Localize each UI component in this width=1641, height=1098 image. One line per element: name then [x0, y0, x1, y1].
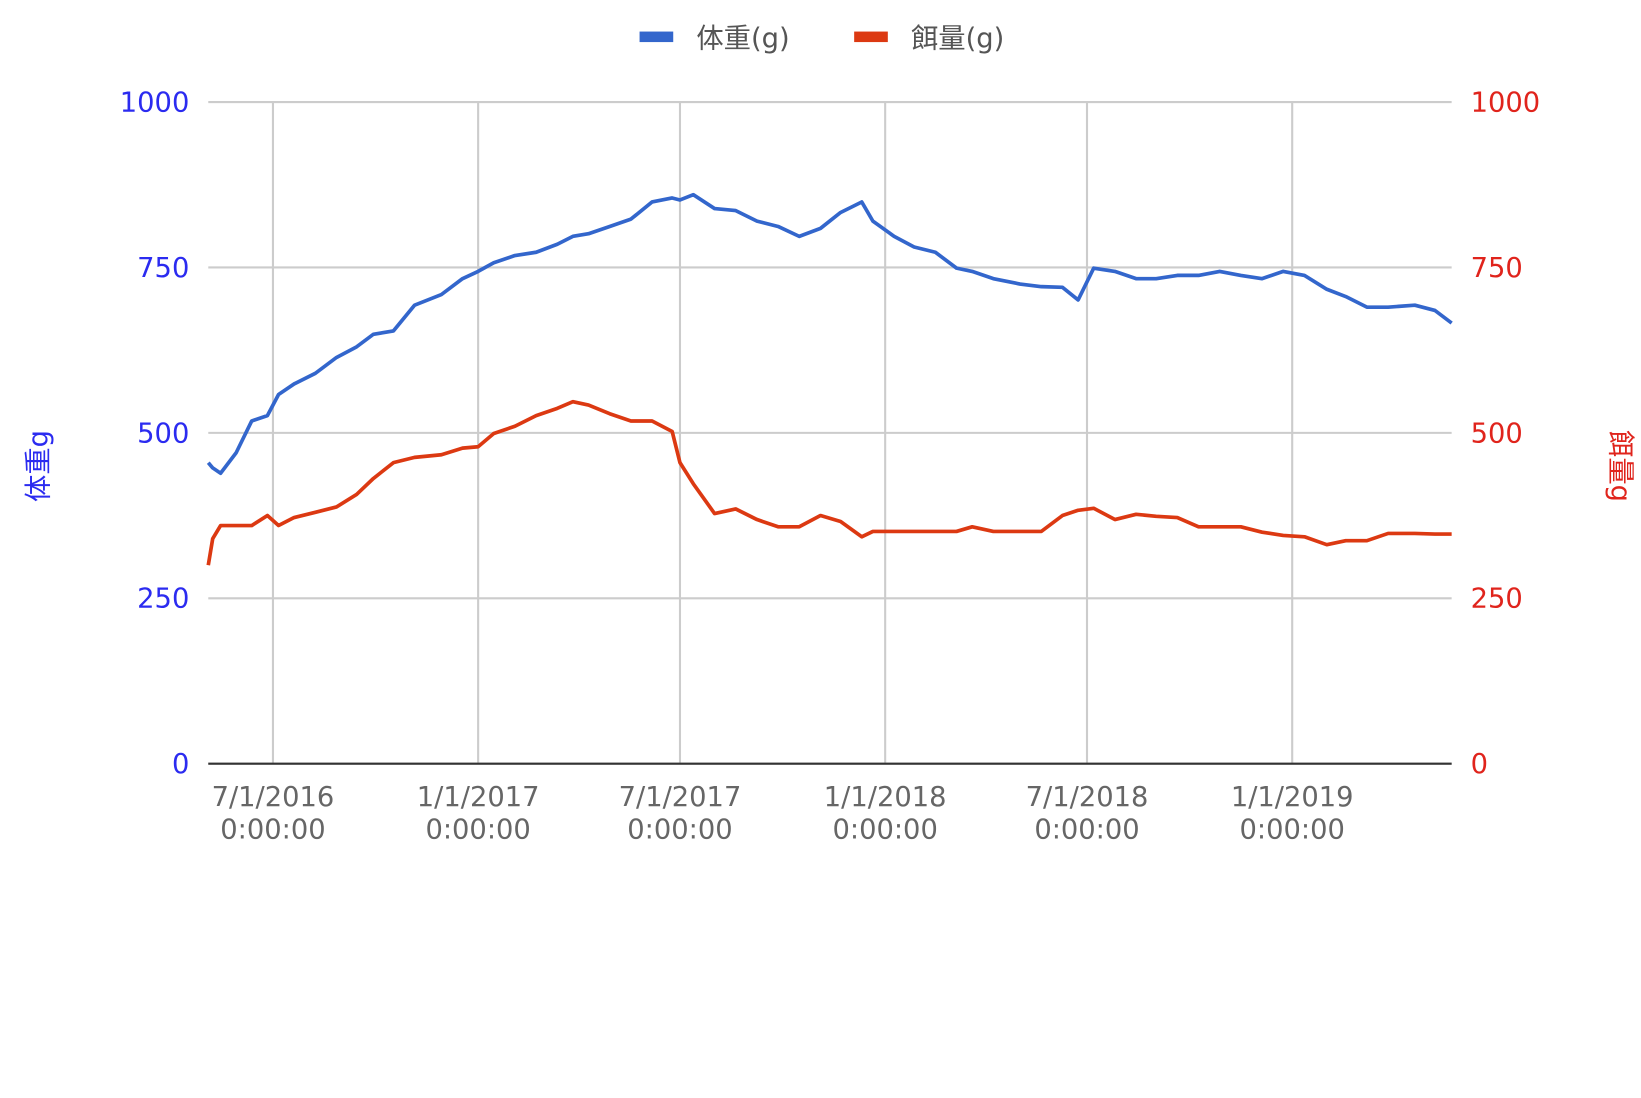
- y-tick-label: 0: [172, 749, 189, 780]
- y-tick-label: 750: [137, 253, 189, 284]
- x-tick-label-line: 0:00:00: [1034, 814, 1139, 845]
- series-line: [206, 399, 1452, 566]
- y2-tick-label: 250: [1471, 584, 1523, 615]
- x-tick-label-line: 0:00:00: [1240, 814, 1345, 845]
- y2-tick-label: 750: [1471, 253, 1523, 284]
- y2-tick-label: 1000: [1471, 88, 1541, 119]
- x-tick-label-line: 1/1/2017: [417, 782, 540, 813]
- x-tick-label: 1/1/2018 0:00:00: [824, 782, 947, 846]
- x-tick-label: 7/1/2016 0:00:00: [212, 782, 335, 846]
- x-tick-label: 1/1/2017 0:00:00: [417, 782, 540, 846]
- legend-label: 体重(g): [696, 23, 789, 54]
- y-tick-label: 500: [137, 418, 189, 449]
- y2-tick-label: 500: [1471, 418, 1523, 449]
- x-tick-label-line: 1/1/2019: [1231, 782, 1354, 813]
- x-tick-label: 7/1/2017 0:00:00: [619, 782, 742, 846]
- series-line: [206, 192, 1453, 476]
- x-tick-label-line: 0:00:00: [627, 814, 732, 845]
- x-tick-label-line: 7/1/2017: [619, 782, 742, 813]
- y-axis-title: 体重g: [23, 430, 54, 502]
- x-tick-label-line: 7/1/2018: [1026, 782, 1149, 813]
- x-tick-label-line: 7/1/2016: [212, 782, 335, 813]
- x-tick-label-line: 1/1/2018: [824, 782, 947, 813]
- x-tick-label-line: 0:00:00: [425, 814, 530, 845]
- x-tick-label: 7/1/2018 0:00:00: [1026, 782, 1149, 846]
- legend-swatch: [854, 31, 888, 43]
- y2-tick-label: 0: [1471, 749, 1488, 780]
- y-tick-label: 1000: [120, 88, 190, 119]
- y-tick-label: 250: [137, 584, 189, 615]
- x-tick-label-line: 0:00:00: [220, 814, 325, 845]
- x-tick-label-line: 0:00:00: [832, 814, 937, 845]
- x-tick-label: 1/1/2019 0:00:00: [1231, 782, 1354, 846]
- legend-swatch: [639, 31, 674, 43]
- y2-axis-title: 餌量g: [1605, 430, 1636, 502]
- legend-label: 餌量(g): [911, 23, 1004, 54]
